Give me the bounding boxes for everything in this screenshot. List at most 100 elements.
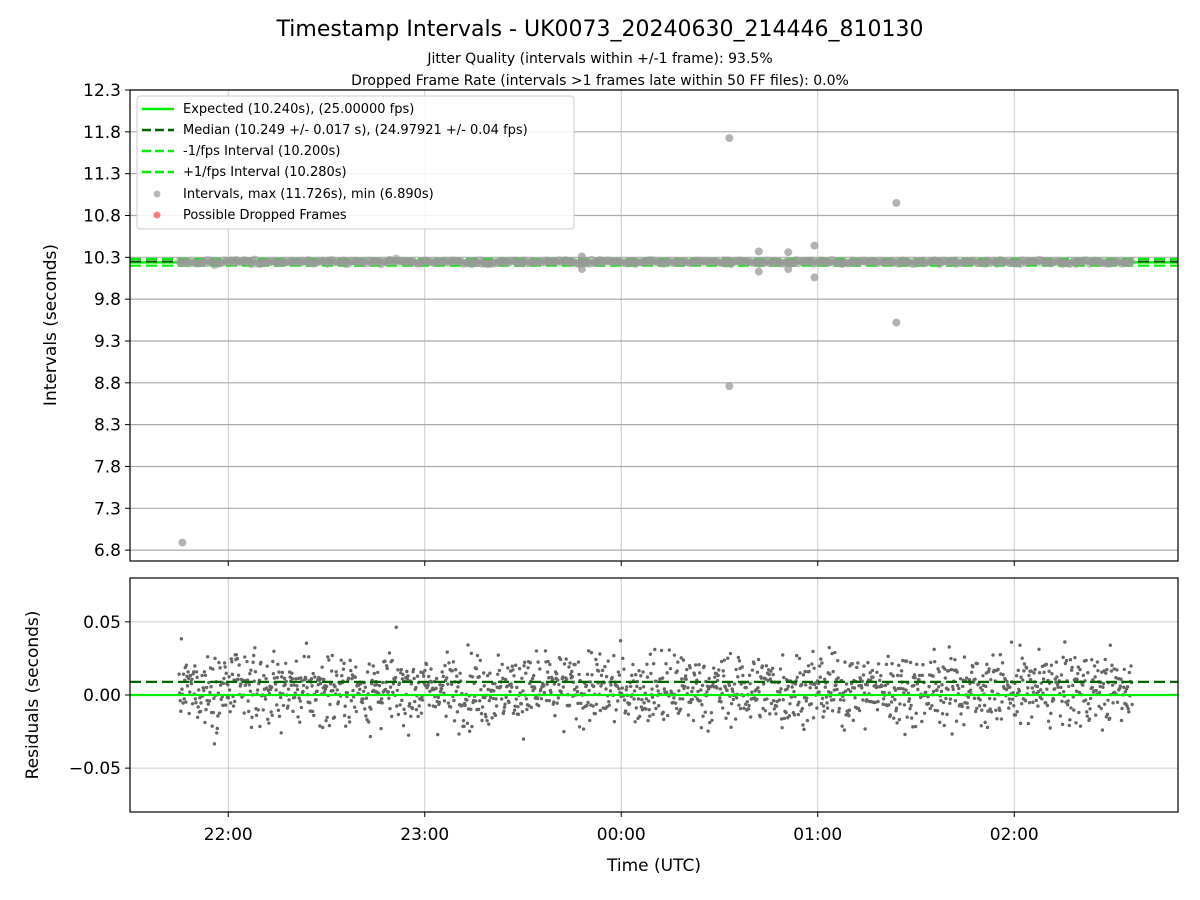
residual-point [664, 662, 668, 666]
residual-point [444, 676, 449, 680]
residual-point [1015, 710, 1019, 714]
residual-point [178, 698, 182, 703]
residual-point [917, 678, 921, 682]
residual-point [350, 676, 354, 681]
residual-point [396, 712, 401, 717]
residual-point [497, 668, 502, 673]
residual-point [1049, 711, 1053, 716]
residual-point [763, 708, 767, 713]
residual-point [842, 728, 847, 732]
residual-point [249, 668, 253, 672]
residual-point [729, 725, 733, 729]
residual-point [1093, 713, 1098, 717]
chart-title: Timestamp Intervals - UK0073_20240630_21… [276, 17, 924, 42]
residual-point [979, 724, 983, 728]
residual-point [705, 684, 710, 688]
residual-point [209, 685, 213, 689]
residual-point [797, 700, 801, 704]
residual-point [989, 677, 993, 682]
legend-label-median: Median (10.249 +/- 0.017 s), (24.97921 +… [183, 123, 528, 138]
residual-point [1100, 728, 1105, 732]
residual-point [577, 725, 582, 729]
residual-point [1014, 674, 1019, 678]
residual-point [484, 715, 488, 719]
residual-point [823, 685, 828, 689]
residual-point [756, 686, 760, 690]
residual-point [181, 672, 186, 676]
residual-point [984, 684, 988, 689]
residual-point [1054, 660, 1059, 664]
top-y-tick-label: 8.8 [94, 374, 121, 394]
residual-point [936, 685, 941, 689]
residual-point [901, 687, 905, 691]
residual-point [283, 682, 287, 687]
residual-point [568, 661, 572, 665]
residual-point [1020, 656, 1024, 660]
residual-point [957, 686, 961, 691]
residual-point [1068, 658, 1073, 662]
residual-point [888, 713, 893, 717]
residual-point [731, 697, 736, 702]
residual-point [948, 701, 952, 706]
residual-point [1021, 678, 1025, 682]
residual-point [381, 680, 385, 685]
residual-point [379, 697, 384, 701]
residual-point [1077, 690, 1082, 695]
residual-point [190, 677, 194, 682]
legend-label-plus-interval: +1/fps Interval (10.280s) [183, 165, 347, 180]
residual-point [409, 714, 413, 718]
legend-marker-intervals [153, 190, 161, 198]
residual-point [595, 662, 599, 667]
residual-point [248, 689, 253, 693]
residual-point [204, 707, 208, 712]
residual-point [271, 671, 276, 676]
residual-point [955, 683, 960, 688]
residual-point [310, 709, 315, 714]
top-y-tick-label: 12.3 [83, 81, 121, 101]
residual-point [985, 662, 989, 667]
residual-point [745, 700, 750, 704]
residual-point [1026, 721, 1031, 726]
residual-point [943, 676, 948, 680]
residual-point [509, 682, 513, 686]
residual-point [731, 689, 735, 694]
residual-point [610, 675, 614, 680]
residual-point [1127, 710, 1131, 714]
residual-point [552, 682, 557, 686]
residual-point [277, 670, 281, 674]
residual-point [871, 675, 875, 679]
residual-point [203, 673, 208, 677]
residual-point [726, 711, 730, 715]
residual-point [461, 718, 466, 723]
residual-point [401, 672, 405, 677]
residual-point [1022, 662, 1027, 666]
residual-point [971, 665, 975, 669]
residual-point [805, 696, 809, 700]
residual-point [204, 685, 209, 690]
residual-point [832, 698, 836, 702]
residual-point [465, 721, 470, 726]
residual-point [384, 664, 389, 668]
interval-outlier-point [892, 318, 901, 327]
x-tick-label: 22:00 [204, 825, 253, 845]
residual-point [405, 677, 410, 681]
residual-point [1049, 663, 1054, 667]
residual-point [950, 684, 955, 689]
residual-point [474, 699, 478, 703]
residual-point [771, 672, 775, 677]
residual-point [501, 676, 505, 681]
residual-point [207, 680, 211, 685]
residual-point [586, 649, 591, 653]
residual-point [931, 674, 935, 678]
residual-point [360, 700, 365, 705]
residual-point [1030, 686, 1035, 690]
residual-point [331, 688, 335, 693]
residual-point [941, 700, 946, 705]
residual-point [221, 703, 225, 708]
residual-point [604, 687, 608, 691]
residual-point [778, 690, 782, 694]
residual-point [228, 709, 232, 714]
residual-point [607, 699, 611, 704]
residual-point [576, 701, 580, 706]
residual-point [734, 696, 739, 700]
